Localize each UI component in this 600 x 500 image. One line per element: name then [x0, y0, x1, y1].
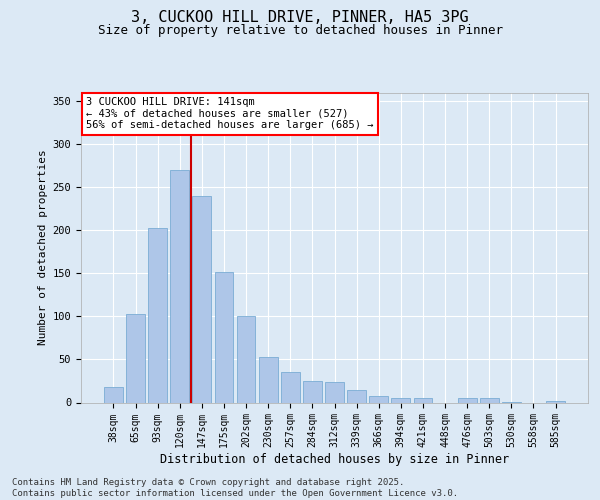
Bar [458, 398, 476, 402]
Bar [281, 372, 299, 402]
Bar [170, 170, 189, 402]
Bar [391, 398, 410, 402]
Bar [347, 390, 366, 402]
Text: Contains HM Land Registry data © Crown copyright and database right 2025.
Contai: Contains HM Land Registry data © Crown c… [12, 478, 458, 498]
Bar [215, 272, 233, 402]
Bar [370, 396, 388, 402]
Bar [303, 381, 322, 402]
Bar [546, 401, 565, 402]
Text: 3 CUCKOO HILL DRIVE: 141sqm
← 43% of detached houses are smaller (527)
56% of se: 3 CUCKOO HILL DRIVE: 141sqm ← 43% of det… [86, 97, 374, 130]
X-axis label: Distribution of detached houses by size in Pinner: Distribution of detached houses by size … [160, 453, 509, 466]
Bar [236, 316, 256, 402]
Bar [126, 314, 145, 402]
Bar [148, 228, 167, 402]
Bar [325, 382, 344, 402]
Bar [104, 387, 123, 402]
Bar [259, 357, 278, 403]
Y-axis label: Number of detached properties: Number of detached properties [38, 150, 49, 346]
Text: Size of property relative to detached houses in Pinner: Size of property relative to detached ho… [97, 24, 503, 37]
Bar [193, 196, 211, 402]
Bar [480, 398, 499, 402]
Bar [413, 398, 433, 402]
Text: 3, CUCKOO HILL DRIVE, PINNER, HA5 3PG: 3, CUCKOO HILL DRIVE, PINNER, HA5 3PG [131, 10, 469, 25]
